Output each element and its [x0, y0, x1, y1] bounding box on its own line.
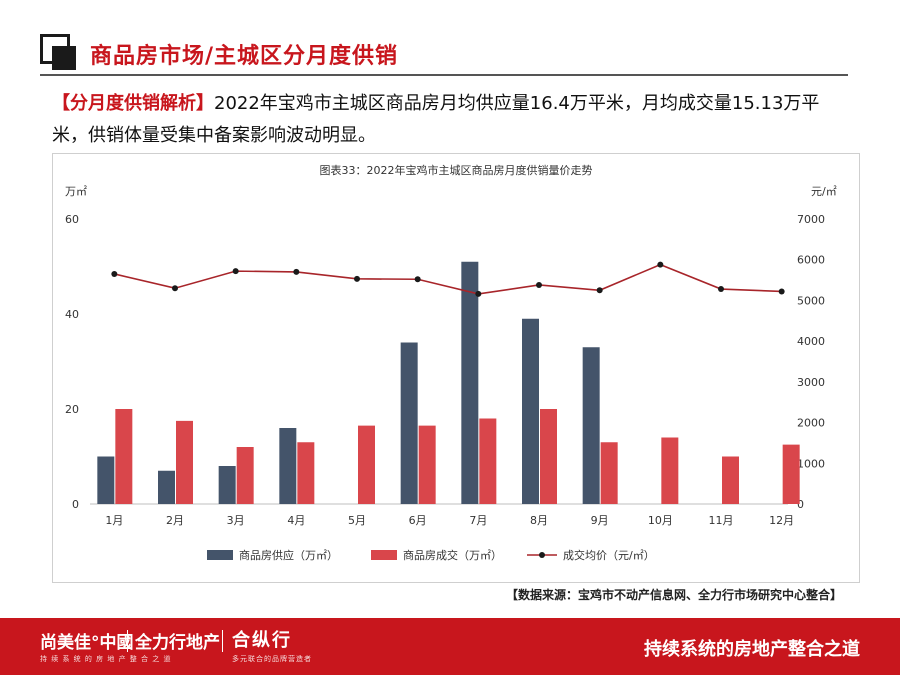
- point-avg-price-9: [596, 287, 603, 294]
- footer-separator: [222, 630, 223, 652]
- legend-label-deal: 商品房成交（万㎡）: [403, 548, 502, 562]
- line-avg-price: [114, 263, 782, 295]
- chart-frame: 图表33：2022年宝鸡市主城区商品房月度供销量价走势 万㎡ 元/㎡ 0 20 40 60 0…: [52, 153, 860, 583]
- x-tick-label: 1月: [105, 514, 123, 527]
- footer-brand-quanlixing: 全力行地产: [135, 633, 220, 653]
- bar-deal-1: [115, 409, 133, 504]
- footer-brand-hezongxing-sub: 多元联合的品牌营造者: [232, 655, 312, 663]
- x-tick-label: 11月: [709, 514, 734, 527]
- y-right-tick: 2000: [797, 417, 825, 430]
- bar-supply-3: [218, 466, 236, 504]
- x-tick-label: 8月: [530, 514, 548, 527]
- point-avg-price-10: [657, 261, 664, 268]
- footer-slogan: 持续系统的房地产整合之道: [644, 639, 860, 660]
- legend-swatch-deal: [371, 550, 397, 560]
- point-avg-price-12: [778, 288, 785, 295]
- footer-bar: 尚美佳°中國 持 续 系 统 的 房 地 产 整 合 之 道 全力行地产 合纵行…: [0, 618, 900, 675]
- bar-deal-4: [297, 442, 315, 504]
- bar-supply-4: [279, 428, 297, 504]
- bar-deal-10: [661, 437, 679, 504]
- x-tick-label: 5月: [348, 514, 366, 527]
- x-tick-label: 3月: [227, 514, 245, 527]
- summary-paragraph: 【分月度供销解析】2022年宝鸡市主城区商品房月均供应量16.4万平米，月均成交…: [52, 88, 852, 152]
- bar-deal-8: [540, 409, 557, 504]
- legend-label-supply: 商品房供应（万㎡）: [239, 548, 338, 562]
- footer-brand-shangmeijia-sub: 持 续 系 统 的 房 地 产 整 合 之 道: [40, 655, 172, 663]
- x-tick-label: 2月: [166, 514, 184, 527]
- bar-supply-9: [582, 347, 600, 504]
- x-tick-label: 7月: [469, 514, 487, 527]
- y-right-tick: 4000: [797, 335, 825, 348]
- y-right-tick: 3000: [797, 376, 825, 389]
- bar-supply-6: [400, 342, 418, 504]
- bar-deal-7: [479, 418, 497, 504]
- point-avg-price-11: [718, 286, 724, 293]
- point-avg-price-8: [536, 281, 542, 288]
- x-tick-label: 10月: [648, 514, 673, 527]
- footer-separator: [127, 630, 128, 652]
- legend-label-price: 成交均价（元/㎡）: [563, 548, 655, 562]
- point-avg-price-3: [232, 268, 239, 275]
- chart-title: 图表33：2022年宝鸡市主城区商品房月度供销量价走势: [320, 163, 593, 177]
- y-left-tick: 60: [65, 213, 79, 226]
- title-divider: [40, 74, 848, 76]
- y-left-unit: 万㎡: [65, 185, 87, 198]
- point-avg-price-2: [172, 285, 178, 292]
- point-avg-price-1: [111, 270, 118, 277]
- data-source: 【数据来源：宝鸡市不动产信息网、全力行市场研究中心整合】: [505, 588, 842, 602]
- point-avg-price-6: [414, 276, 421, 283]
- point-avg-price-5: [354, 275, 360, 282]
- y-right-unit: 元/㎡: [811, 185, 837, 198]
- y-right-tick: 6000: [797, 254, 825, 267]
- y-left-tick: 20: [65, 403, 79, 416]
- x-tick-label: 4月: [287, 514, 305, 527]
- y-right-tick: 0: [797, 498, 804, 511]
- page-title: 商品房市场/主城区分月度供销: [90, 44, 399, 69]
- bar-supply-1: [97, 456, 115, 504]
- y-right-tick: 1000: [797, 457, 825, 470]
- footer-brand-hezongxing: 合纵行: [232, 630, 292, 651]
- bar-supply-8: [522, 318, 539, 504]
- summary-text: 2022年宝鸡市主城区商品房月均供应量16.4万平米，月均成交量15.13万平米…: [52, 93, 820, 146]
- x-tick-label: 12月: [769, 514, 794, 527]
- footer-brand-shangmeijia: 尚美佳°中國: [40, 633, 134, 653]
- y-left-tick: 40: [65, 308, 79, 321]
- bar-deal-9: [600, 442, 618, 504]
- bar-supply-7: [461, 261, 479, 504]
- logo-mark: [40, 34, 76, 70]
- bar-deal-5: [358, 425, 375, 504]
- y-left-tick: 0: [72, 498, 79, 511]
- bar-deal-11: [722, 456, 739, 504]
- summary-tag: 【分月度供销解析】: [52, 93, 214, 114]
- bar-deal-3: [236, 447, 254, 504]
- y-right-tick: 7000: [797, 213, 825, 226]
- x-tick-label: 6月: [409, 514, 427, 527]
- legend-marker-price: [539, 552, 545, 558]
- bar-deal-6: [418, 425, 436, 504]
- bar-deal-12: [782, 444, 800, 504]
- point-avg-price-7: [475, 290, 482, 297]
- x-tick-label: 9月: [591, 514, 609, 527]
- point-avg-price-4: [293, 268, 300, 275]
- bar-deal-2: [176, 420, 193, 504]
- y-right-tick: 5000: [797, 294, 825, 307]
- legend-swatch-supply: [207, 550, 233, 560]
- bar-supply-2: [158, 470, 175, 504]
